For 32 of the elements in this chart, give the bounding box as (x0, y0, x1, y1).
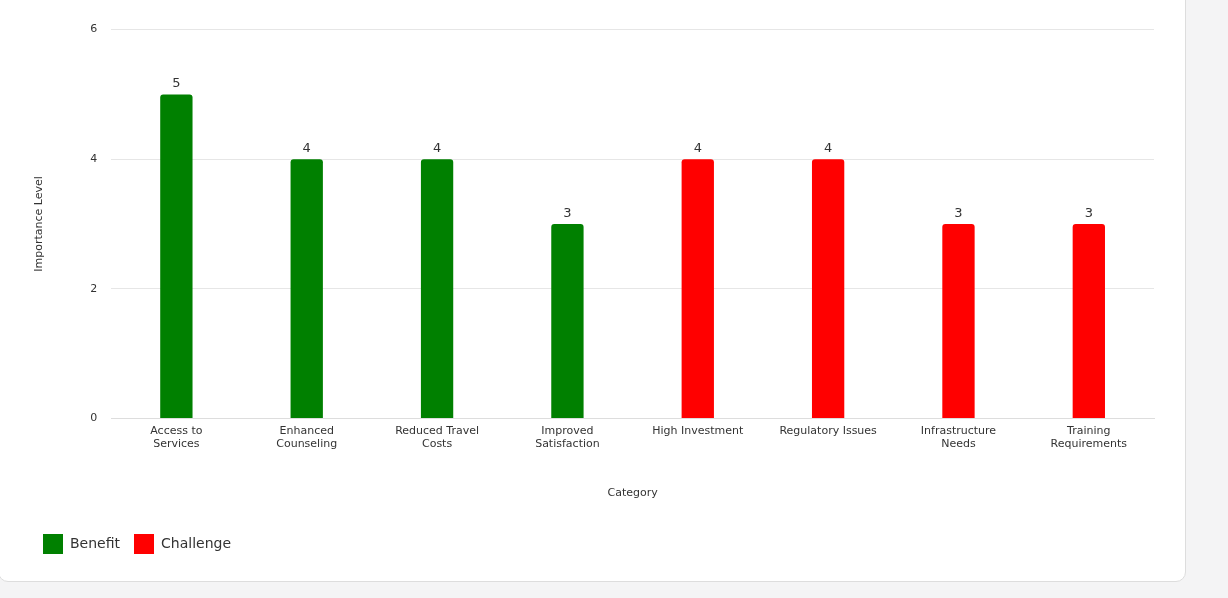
x-tick-label: Enhanced Counseling (276, 423, 338, 451)
data-label: 4 (302, 140, 311, 156)
x-tick-label: Improved Satisfaction (535, 423, 600, 451)
legend-label: Challenge (161, 534, 232, 551)
x-tick-label: High Investment (652, 423, 744, 437)
data-label: 4 (432, 140, 442, 156)
y-tick-label: 2 (90, 281, 98, 295)
x-tick-label: Regulatory Issues (779, 423, 878, 437)
y-tick-label: 4 (90, 152, 98, 166)
data-label: 4 (823, 140, 833, 156)
x-tick-label: Reduced Travel Costs (395, 423, 480, 451)
bar (290, 159, 323, 418)
bar (160, 94, 193, 418)
bar (681, 159, 714, 418)
y-tick-label: 6 (90, 22, 98, 36)
bar (420, 159, 454, 418)
legend-label: Benefit (70, 534, 121, 551)
data-label: 4 (693, 140, 702, 156)
data-label: 5 (172, 75, 181, 91)
data-label: 3 (954, 204, 963, 220)
x-tick-label: Training Requirements (1050, 423, 1128, 451)
data-label: 3 (563, 204, 572, 220)
x-tick-label: Infrastructure Needs (920, 423, 997, 451)
y-tick-label: 0 (90, 411, 98, 425)
bar (1072, 224, 1105, 418)
x-axis-title: Category (607, 486, 659, 500)
bar (551, 224, 584, 418)
bar (942, 224, 975, 418)
x-tick-label: Access to Services (150, 423, 203, 451)
data-label: 3 (1084, 204, 1093, 220)
bar (811, 159, 845, 418)
y-axis-title: Importance Level (32, 176, 46, 272)
